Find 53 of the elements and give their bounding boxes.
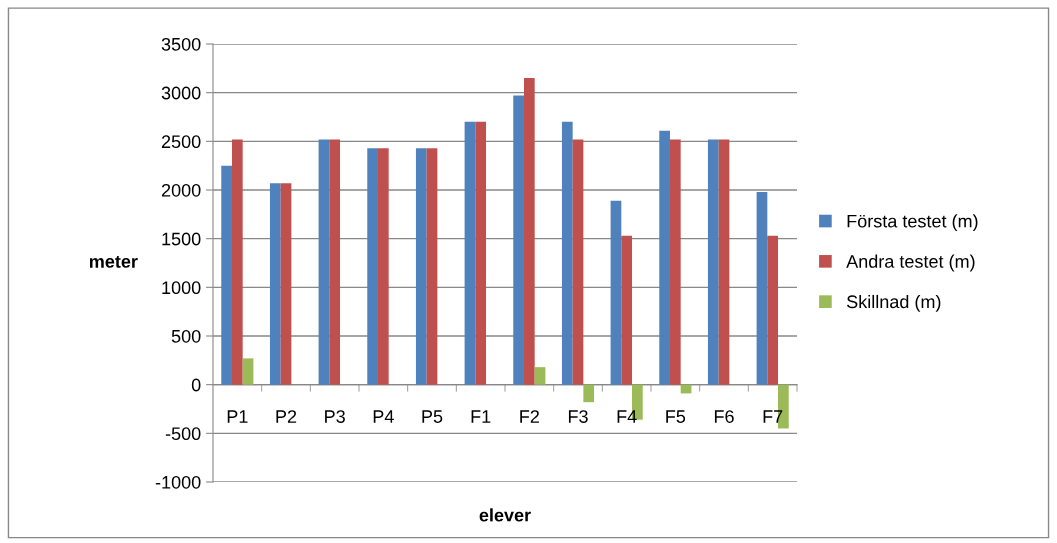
- bar: [534, 367, 546, 385]
- x-tick-label: P5: [422, 410, 443, 423]
- legend-label: Skillnad (m): [846, 294, 941, 312]
- bar: [583, 384, 595, 403]
- bar: [221, 165, 232, 385]
- bar: [561, 121, 573, 385]
- bar: [280, 183, 292, 385]
- bar: [669, 139, 681, 385]
- bar: [610, 200, 622, 385]
- x-tick-label: F3: [568, 410, 588, 423]
- bar: [621, 235, 633, 385]
- y-tick-label: 1000: [162, 281, 201, 295]
- y-tick-label: -500: [165, 427, 201, 441]
- x-tick-label: F1: [471, 410, 491, 423]
- y-tick-label: 2500: [161, 135, 201, 149]
- y-tick-label: 3000: [161, 86, 201, 100]
- bar: [367, 148, 378, 385]
- y-tick-label: 3500: [161, 37, 201, 51]
- bar: [707, 139, 719, 385]
- bar: [659, 130, 670, 385]
- bar: [513, 95, 524, 385]
- bar: [572, 139, 584, 385]
- legend-label: Första testet (m): [847, 214, 978, 232]
- x-tick-label: F6: [714, 410, 734, 423]
- y-tick-label: 0: [191, 378, 201, 392]
- bar: [426, 148, 438, 385]
- legend-label: Andra testet (m): [846, 254, 975, 272]
- bar: [231, 139, 243, 385]
- bar: [767, 235, 779, 385]
- x-axis-title: elever: [479, 508, 531, 522]
- x-tick-label: P3: [325, 410, 345, 423]
- x-tick-label: P1: [227, 410, 248, 423]
- bar: [464, 121, 476, 385]
- y-tick-label: 500: [171, 329, 201, 343]
- bar: [377, 148, 389, 385]
- bar: [318, 139, 330, 385]
- bar: [718, 139, 730, 385]
- y-axis-title: meter: [89, 255, 138, 268]
- bar: [329, 139, 341, 385]
- bar: [475, 121, 487, 385]
- bar: [242, 358, 254, 385]
- x-tick-label: F5: [666, 410, 686, 423]
- y-tick-label: 2000: [161, 183, 201, 197]
- x-tick-label: F2: [520, 410, 539, 423]
- y-tick-label: 1500: [162, 232, 201, 246]
- x-tick-label: P2: [276, 410, 297, 423]
- x-tick-label: F4: [617, 410, 637, 423]
- bar: [523, 78, 535, 385]
- y-tick-label: -1000: [155, 475, 201, 489]
- bar: [415, 148, 427, 385]
- bar: [756, 191, 768, 385]
- bar: [269, 183, 281, 385]
- x-tick-label: P4: [373, 410, 394, 423]
